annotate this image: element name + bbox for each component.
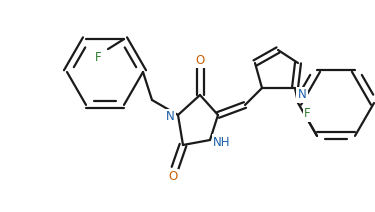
Text: NH: NH — [213, 135, 231, 148]
Text: O: O — [168, 170, 178, 184]
Text: O: O — [195, 53, 205, 67]
Text: N: N — [298, 88, 306, 102]
Text: F: F — [94, 51, 101, 64]
Text: F: F — [304, 107, 310, 120]
Text: N: N — [166, 110, 174, 124]
